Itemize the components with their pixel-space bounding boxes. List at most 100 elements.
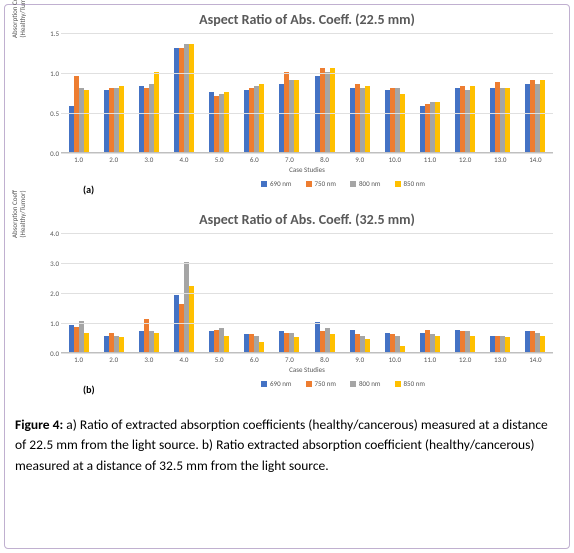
gridline	[61, 323, 553, 324]
chart-a-sublabel: (a)	[83, 183, 94, 196]
legend-label: 850 nm	[404, 379, 426, 388]
bar	[259, 84, 264, 152]
chart-b-xaxis: 1.02.03.04.05.06.07.08.09.010.011.012.01…	[61, 355, 553, 364]
legend-item: 850 nm	[395, 379, 426, 388]
chart-b-xlabel: Case Studies	[61, 365, 553, 374]
gridline	[61, 293, 553, 294]
xtick-label: 13.0	[483, 355, 518, 364]
bar	[330, 334, 335, 352]
legend-swatch	[306, 181, 312, 187]
legend-item: 800 nm	[350, 379, 381, 388]
chart-b: Aspect Ratio of Abs. Coeff. (32.5 mm) Ab…	[13, 211, 561, 407]
legend-label: 800 nm	[359, 379, 381, 388]
bar	[189, 44, 194, 152]
bar	[119, 86, 124, 152]
bar	[400, 346, 405, 352]
bar-group	[166, 33, 201, 152]
xtick-label: 3.0	[131, 355, 166, 364]
xtick-label: 4.0	[166, 355, 201, 364]
legend-swatch	[395, 381, 401, 387]
xtick-label: 6.0	[237, 355, 272, 364]
bar	[365, 86, 370, 152]
chart-b-ylabel: Absorption Coeff (Healthy/Tumor)	[11, 169, 26, 259]
bar	[119, 337, 124, 352]
xtick-label: 9.0	[342, 155, 377, 164]
gridline	[61, 263, 553, 264]
bar	[470, 336, 475, 353]
legend-item: 850 nm	[395, 179, 426, 188]
bar	[540, 80, 545, 152]
bar-group	[448, 33, 483, 152]
bar-group	[412, 33, 447, 152]
chart-a: Aspect Ratio of Abs. Coeff. (22.5 mm) Ab…	[13, 11, 561, 207]
legend-swatch	[350, 181, 356, 187]
bar	[84, 333, 89, 353]
gridline	[61, 353, 553, 354]
bar	[224, 336, 229, 353]
legend-swatch	[395, 181, 401, 187]
chart-b-title: Aspect Ratio of Abs. Coeff. (32.5 mm)	[13, 211, 561, 228]
ytick-label: 1.0	[45, 69, 59, 78]
xtick-label: 5.0	[202, 355, 237, 364]
chart-a-xaxis: 1.02.03.04.05.06.07.08.09.010.011.012.01…	[61, 155, 553, 164]
bar-group	[377, 33, 412, 152]
chart-a-ylabel: Absorption Coeff (Healthy/Tumor)	[11, 0, 26, 59]
xtick-label: 8.0	[307, 355, 342, 364]
legend-item: 690 nm	[261, 379, 292, 388]
bar-group	[237, 33, 272, 152]
legend-label: 750 nm	[315, 379, 337, 388]
xtick-label: 9.0	[342, 355, 377, 364]
xtick-label: 5.0	[202, 155, 237, 164]
gridline	[61, 33, 553, 34]
ytick-label: 0.0	[45, 149, 59, 158]
xtick-label: 14.0	[518, 355, 553, 364]
chart-b-plot	[61, 233, 553, 353]
ytick-label: 1.0	[45, 319, 59, 328]
bar	[330, 68, 335, 152]
bar	[470, 86, 475, 152]
bar-group	[131, 33, 166, 152]
gridline	[61, 233, 553, 234]
ytick-label: 0.5	[45, 109, 59, 118]
chart-b-sublabel: (b)	[83, 383, 95, 396]
xtick-label: 4.0	[166, 155, 201, 164]
legend-label: 800 nm	[359, 179, 381, 188]
xtick-label: 7.0	[272, 355, 307, 364]
bar	[84, 90, 89, 152]
legend-swatch	[350, 381, 356, 387]
bar	[189, 286, 194, 352]
legend-label: 690 nm	[270, 379, 292, 388]
bar-group	[202, 33, 237, 152]
xtick-label: 7.0	[272, 155, 307, 164]
bar	[435, 336, 440, 353]
xtick-label: 11.0	[412, 355, 447, 364]
legend-swatch	[306, 381, 312, 387]
figure-caption: Figure 4: a) Ratio of extracted absorpti…	[13, 411, 561, 476]
xtick-label: 13.0	[483, 155, 518, 164]
xtick-label: 10.0	[377, 155, 412, 164]
bar-group	[61, 33, 96, 152]
legend-label: 850 nm	[404, 179, 426, 188]
legend-item: 750 nm	[306, 379, 337, 388]
chart-a-bars	[61, 33, 553, 152]
legend-swatch	[261, 181, 267, 187]
ytick-label: 1.5	[45, 29, 59, 38]
chart-a-title: Aspect Ratio of Abs. Coeff. (22.5 mm)	[13, 11, 561, 28]
gridline	[61, 73, 553, 74]
bar	[505, 88, 510, 152]
ytick-label: 4.0	[45, 229, 59, 238]
legend-label: 750 nm	[315, 179, 337, 188]
gridline	[61, 153, 553, 154]
bar	[435, 102, 440, 152]
bar	[540, 336, 545, 353]
chart-a-legend: 690 nm750 nm800 nm850 nm	[133, 179, 553, 188]
caption-text: a) Ratio of extracted absorption coeffic…	[15, 416, 548, 474]
bar	[400, 94, 405, 152]
legend-swatch	[261, 381, 267, 387]
xtick-label: 1.0	[61, 355, 96, 364]
bar-group	[342, 33, 377, 152]
xtick-label: 2.0	[96, 355, 131, 364]
xtick-label: 2.0	[96, 155, 131, 164]
bar-group	[483, 33, 518, 152]
caption-label: Figure 4:	[15, 416, 63, 433]
